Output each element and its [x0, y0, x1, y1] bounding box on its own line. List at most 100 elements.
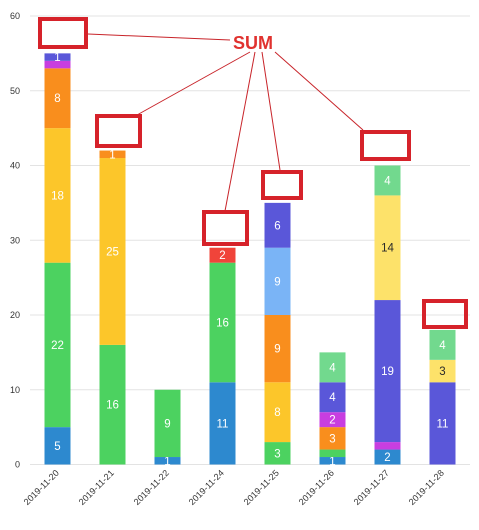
bar-segment — [319, 382, 346, 413]
bar-segment — [99, 344, 126, 465]
bar-segment — [319, 412, 346, 428]
bar-segment — [209, 247, 236, 263]
bar-segment — [374, 165, 401, 196]
bar-segment — [264, 247, 291, 315]
data-label: 3 — [329, 433, 335, 445]
data-label: 25 — [106, 246, 119, 258]
data-label: 4 — [329, 392, 336, 404]
x-tick-label: 2019-11-22 — [132, 468, 171, 507]
bar-segment — [264, 382, 291, 443]
bar-segment — [44, 68, 71, 129]
leader-line — [87, 33, 231, 41]
bar-segment — [264, 442, 291, 465]
bar-segment — [374, 300, 401, 443]
bar-stack: 5 22 18 8 1 — [44, 52, 71, 465]
bar-segment — [319, 427, 346, 450]
data-label: 8 — [274, 407, 280, 419]
data-label: 1 — [164, 456, 170, 468]
data-label: 5 — [54, 441, 60, 453]
x-tick-label: 2019-11-27 — [352, 468, 391, 507]
x-tick-label: 2019-11-24 — [187, 468, 226, 507]
data-label: 19 — [381, 366, 394, 378]
bar-segment — [99, 158, 126, 345]
y-tick-label: 60 — [10, 11, 20, 21]
data-label: 4 — [439, 340, 446, 352]
bar-segment — [319, 352, 346, 383]
data-label: 1 — [109, 149, 115, 161]
sum-box — [95, 114, 142, 148]
bar-stack: 16 25 1 — [99, 149, 126, 465]
bar-segment — [319, 457, 346, 465]
data-label: 4 — [384, 175, 391, 187]
bar-segment — [429, 329, 456, 360]
data-label: 16 — [106, 400, 119, 412]
data-label: 1 — [54, 52, 60, 64]
y-axis: 0 10 20 30 40 50 60 — [10, 11, 20, 470]
x-tick-label: 2019-11-26 — [297, 468, 336, 507]
data-label: 9 — [274, 276, 280, 288]
bar-segment — [429, 359, 456, 383]
bar-segment — [44, 53, 71, 61]
data-label: 3 — [439, 366, 445, 378]
sum-box — [38, 17, 88, 49]
bar-segment — [44, 128, 71, 263]
sum-box — [202, 210, 249, 246]
bar-stack: 19 — [154, 389, 181, 468]
bar-segment — [374, 449, 401, 465]
sum-box — [360, 130, 411, 161]
x-tick-label: 2019-11-28 — [407, 468, 446, 507]
sum-box — [422, 299, 468, 329]
sum-annotation: SUM — [38, 17, 468, 329]
bar-segment — [209, 262, 236, 383]
data-label: 11 — [217, 418, 229, 430]
leader-line — [136, 51, 251, 116]
data-label: 14 — [381, 243, 394, 255]
data-label: 8 — [54, 93, 60, 105]
bar-segment — [374, 195, 401, 301]
data-label: 3 — [274, 448, 280, 460]
bar-stack: 11 16 2 — [209, 247, 236, 465]
bar-segment — [374, 442, 401, 450]
bar-stack: 11 3 4 — [429, 329, 456, 465]
y-tick-label: 0 — [15, 460, 20, 470]
y-tick-label: 30 — [10, 235, 20, 245]
y-tick-label: 40 — [10, 161, 20, 171]
bar-stack: 3 8 9 9 6 — [264, 202, 291, 465]
y-tick-label: 10 — [10, 385, 20, 395]
bar-segment — [319, 449, 346, 458]
data-label: 18 — [51, 190, 64, 202]
x-tick-label: 2019-11-25 — [242, 468, 281, 507]
x-tick-label: 2019-11-21 — [77, 468, 116, 507]
bar-segment — [44, 427, 71, 465]
bar-stack: 1 3 2 4 4 — [319, 352, 346, 468]
x-tick-label: 2019-11-20 — [22, 468, 61, 507]
sum-label: SUM — [233, 33, 273, 53]
bar-segment — [154, 457, 181, 465]
data-label: 2 — [384, 452, 390, 464]
data-label: 1 — [329, 456, 335, 468]
data-label: 4 — [329, 362, 336, 374]
gridlines — [30, 15, 470, 465]
bar-stack: 2 19 14 4 — [374, 165, 401, 465]
bar-segment — [154, 389, 181, 458]
data-label: 6 — [274, 220, 280, 232]
bar-segment — [209, 382, 236, 465]
x-axis: 2019-11-20 2019-11-21 2019-11-22 2019-11-24… — [22, 468, 446, 507]
data-label: 2 — [329, 415, 335, 427]
bar-segment — [44, 262, 71, 428]
data-label: 22 — [51, 340, 64, 352]
bar-segment — [264, 315, 291, 383]
bar-segment — [264, 202, 291, 248]
y-tick-label: 50 — [10, 86, 20, 96]
bar-segment — [44, 60, 71, 69]
leader-line — [274, 51, 364, 131]
data-label: 11 — [437, 418, 449, 430]
sum-box — [261, 170, 303, 200]
leader-line — [261, 51, 281, 171]
leader-line — [224, 51, 256, 212]
y-tick-label: 20 — [10, 310, 20, 320]
bar-segment — [99, 150, 126, 159]
data-label: 9 — [164, 418, 170, 430]
